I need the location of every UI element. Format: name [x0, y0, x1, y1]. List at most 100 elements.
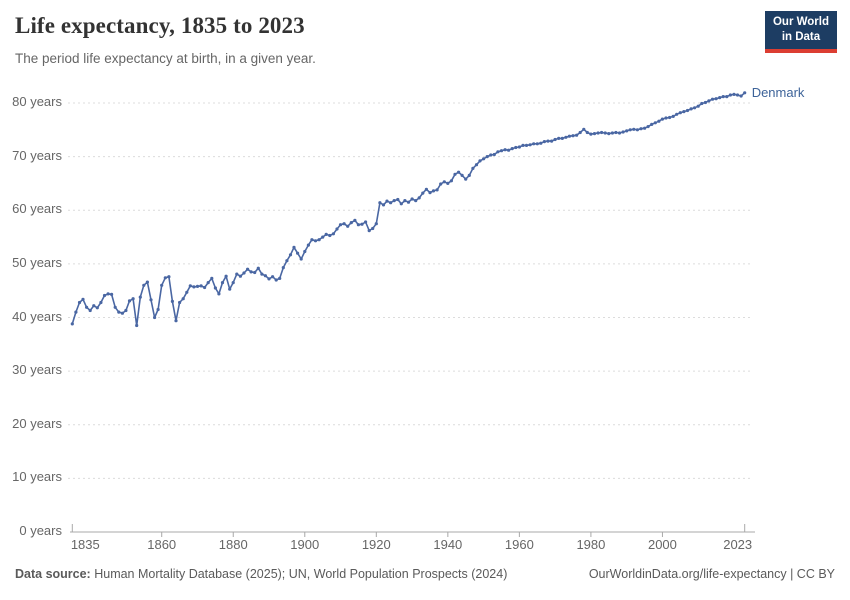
data-point [281, 266, 285, 270]
data-point [732, 92, 736, 96]
data-point [399, 202, 403, 206]
data-point [406, 200, 411, 204]
y-axis-label: 30 years [12, 362, 62, 378]
chart-subtitle: The period life expectancy at birth, in … [15, 51, 316, 66]
x-axis-label: 1960 [504, 537, 534, 552]
data-point [528, 143, 532, 147]
data-point [453, 172, 457, 176]
data-point [113, 305, 117, 309]
data-point [256, 266, 260, 270]
data-point [167, 275, 171, 279]
data-point [646, 125, 650, 129]
data-point [235, 272, 239, 276]
data-point [535, 142, 539, 146]
data-point [385, 199, 389, 203]
data-point [571, 134, 575, 138]
data-point [145, 280, 149, 284]
data-point [374, 222, 378, 226]
data-point [274, 278, 278, 282]
data-point [510, 147, 514, 151]
data-point [478, 159, 482, 163]
data-point [263, 274, 267, 278]
data-point [188, 284, 192, 288]
data-point [278, 276, 282, 280]
data-point [299, 257, 303, 261]
data-point [735, 93, 740, 97]
data-point [77, 300, 82, 305]
data-point [507, 148, 511, 152]
data-point [271, 275, 275, 279]
data-point [102, 293, 107, 298]
data-point [660, 117, 665, 121]
data-point [335, 227, 339, 231]
chart-footer: Data source: Human Mortality Database (2… [15, 567, 835, 581]
data-point [324, 232, 328, 236]
data-point [474, 163, 479, 167]
data-point [685, 108, 690, 113]
data-point [610, 131, 615, 135]
data-point [185, 290, 189, 294]
data-point [532, 142, 536, 146]
data-point [714, 97, 718, 101]
data-point [743, 91, 747, 95]
data-point [117, 310, 121, 314]
data-point [285, 259, 289, 263]
data-point [403, 199, 407, 203]
x-axis-label: 2023 [723, 537, 753, 552]
data-point [206, 281, 210, 285]
data-point [499, 149, 504, 153]
data-point [657, 119, 661, 123]
data-point [356, 223, 360, 227]
data-point [592, 132, 597, 136]
data-point [600, 130, 604, 135]
owid-logo-line2: in Data [781, 30, 821, 43]
data-source-text: Human Mortality Database (2025); UN, Wor… [94, 567, 508, 581]
data-point [360, 222, 364, 226]
data-point [643, 126, 647, 130]
owid-logo[interactable]: Our World in Data [764, 11, 837, 53]
series-label-denmark[interactable]: Denmark [751, 84, 805, 100]
data-point [431, 189, 436, 193]
data-point [707, 99, 711, 103]
data-point [349, 221, 353, 225]
data-point [439, 182, 443, 186]
data-point [553, 137, 557, 142]
data-point [220, 281, 225, 285]
data-point [149, 298, 153, 302]
data-source-note: Data source: Human Mortality Database (2… [15, 567, 507, 581]
y-axis-label: 40 years [12, 308, 62, 324]
data-point [110, 292, 114, 296]
data-point [489, 153, 493, 157]
data-point [503, 148, 507, 152]
data-point [95, 306, 99, 310]
data-point [557, 136, 561, 140]
data-point [178, 300, 182, 305]
data-point [664, 116, 668, 120]
data-point [693, 106, 697, 110]
data-point [310, 238, 314, 242]
data-point [367, 229, 371, 233]
data-point [342, 222, 346, 226]
data-point [542, 140, 547, 144]
data-point [174, 319, 178, 323]
data-point [668, 115, 672, 120]
data-point [635, 128, 640, 132]
data-point [446, 181, 450, 185]
data-point [199, 284, 203, 288]
data-point [485, 155, 489, 159]
y-axis-label: 0 years [19, 523, 62, 538]
data-point [181, 297, 185, 301]
data-point [628, 128, 632, 132]
data-point [142, 283, 146, 287]
data-point [650, 122, 654, 126]
data-point [160, 283, 164, 287]
x-axis-label: 1835 [70, 537, 100, 552]
data-point [321, 235, 325, 239]
data-point [378, 201, 382, 205]
page-title: Life expectancy, 1835 to 2023 [15, 13, 305, 38]
data-point [449, 179, 453, 183]
data-point [567, 134, 572, 138]
data-point [703, 100, 708, 105]
owid-url-license[interactable]: OurWorldinData.org/life-expectancy | CC … [588, 567, 835, 581]
data-point [607, 132, 611, 136]
